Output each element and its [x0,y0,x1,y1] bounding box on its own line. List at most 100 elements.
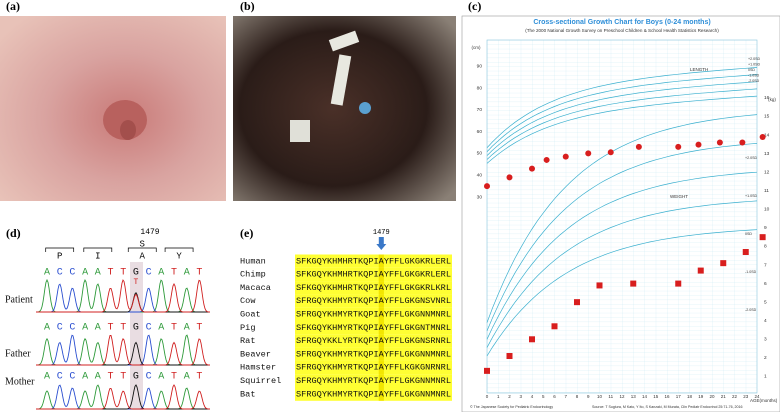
weight-point [759,234,766,241]
x-tick-label: 9 [587,394,590,399]
highlight [295,267,452,282]
position-arrow [376,237,387,250]
base: C [57,268,63,279]
amino-acid: I [95,251,100,261]
species: Rat [240,336,255,346]
y2-tick-label: 14 [764,132,770,138]
base: A [158,268,164,279]
x-tick-label: 12 [619,394,625,399]
base: C [69,323,75,334]
x-tick-label: 14 [642,394,648,399]
trace [36,279,210,313]
y-tick-label: 40 [477,172,483,178]
series-label: LENGTH [690,67,708,72]
chart-grid [486,39,758,394]
base: T [196,268,202,279]
base: C [69,268,75,279]
highlight [295,360,452,375]
base: C [146,323,152,334]
weight-point [551,323,558,330]
y2-tick-label: 13 [764,151,770,157]
x-tick-label: 1 [497,394,500,399]
highlight [378,254,384,268]
reference-curve [486,171,758,340]
x-tick-label: 5 [542,394,545,399]
base: T [120,268,126,279]
base: A [44,268,50,279]
reference-curve [486,74,758,152]
footer: © The Japanese Society for Pediatric End… [470,405,553,409]
reference-curve [486,67,758,148]
y-tick-label: 30 [477,194,483,200]
reference-curve [486,81,758,156]
reference-curve [486,200,758,348]
y2-tick-label: 8 [764,244,767,250]
species: Hamster [240,363,276,373]
highlight [378,321,384,335]
x-tick-label: 15 [653,394,659,399]
trace [36,384,210,410]
photo-detail [290,120,310,142]
row-label: Father [5,348,31,359]
sd-label: +1.0SD [748,62,760,66]
y-tick-label: 90 [477,63,483,69]
species: Macaca [240,283,271,293]
weight-point [675,280,682,287]
codon-bracket [164,247,194,252]
base: T [196,323,202,334]
sequence: SFKGQYKHMHRTKQPIAYFFLGKGKRLERL [296,256,451,266]
length-point [607,149,614,156]
panel-label: (d) [6,226,21,240]
reference-curve [486,143,758,332]
position-label: 1479 [373,229,390,237]
photo-detail [330,54,352,106]
base: T [107,268,113,279]
amino-acid: A [140,251,146,261]
base: A [82,323,88,334]
x-axis-label: AGE(months) [750,398,778,403]
sequence: SFRGQYKHMYRTKQPIAYFFLKGKGNRNRL [296,363,451,373]
x-tick-label: 10 [597,394,603,399]
base: A [44,372,50,383]
x-tick-label: 13 [631,394,637,399]
y2-tick-label: 6 [764,281,767,287]
weight-point [630,280,637,287]
length-point [543,156,550,163]
x-tick-label: 22 [732,394,738,399]
trace [36,384,210,410]
x-tick-label: 21 [721,394,727,399]
highlight [295,387,452,401]
y2-tick-label: 7 [764,262,767,268]
base: A [44,323,50,334]
species: Goat [240,309,261,319]
x-tick-label: 20 [709,394,715,399]
y-tick-label: 70 [477,107,483,113]
base: T [120,372,126,383]
y-tick-label: 50 [477,151,483,157]
sequence: SFRGQYKHMYRTKQPIAYFFLGKGNNMNRL [296,309,451,319]
highlight [378,267,384,282]
base: C [146,268,152,279]
y2-tick-label: 16 [764,95,770,101]
y2-unit: (kg) [768,97,776,102]
y-tick-label: 80 [477,85,483,91]
weight-point [720,260,727,267]
codon-bracket [83,247,113,252]
x-tick-label: 2 [508,394,511,399]
amino-acid: P [57,251,62,261]
species: Squirrel [240,376,281,386]
base: T [107,372,113,383]
highlight [295,294,452,308]
weight-point [506,353,513,360]
sd-label: +2.0SD [745,156,757,160]
y2-tick-label: 15 [764,114,770,120]
weight-point [697,267,704,274]
highlight [295,334,452,348]
length-point [716,139,723,146]
length-point [506,174,513,181]
x-tick-label: 23 [743,394,749,399]
species: Pig [240,323,255,333]
x-tick-label: 16 [664,394,670,399]
